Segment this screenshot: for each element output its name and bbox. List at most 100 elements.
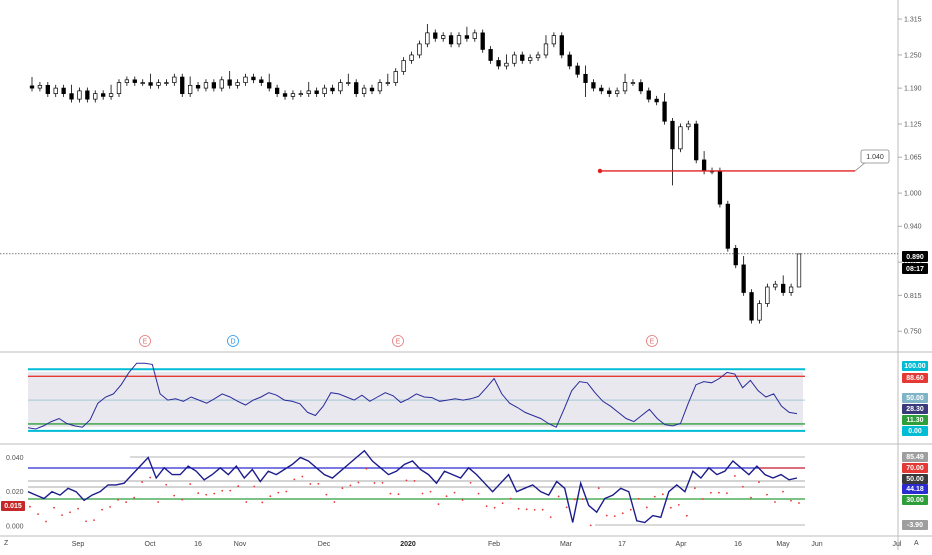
candle-body [243, 76, 248, 83]
oscillator-2-dot [309, 483, 312, 485]
candle-body [322, 87, 327, 94]
oscillator-2-value-badge [902, 474, 928, 484]
earnings-marker [139, 335, 151, 347]
candle-body [172, 76, 177, 83]
candle-body [290, 93, 296, 97]
oscillator-2-dot [237, 485, 240, 487]
oscillator-2-dot [758, 481, 760, 483]
candle-body [670, 120, 675, 150]
candle-body [567, 54, 572, 67]
price-note-callout[interactable]: 1.040 [860, 149, 890, 164]
oscillator-2-dot [421, 492, 424, 495]
oscillator-2-dot [349, 484, 352, 487]
candle-body [77, 90, 82, 100]
candle-body [441, 35, 446, 39]
candle-body [180, 76, 185, 94]
candle-body [93, 93, 98, 100]
oscillator-1-badge-label: 0.00 [908, 428, 922, 435]
candle-body [630, 82, 636, 84]
candle-body [211, 82, 217, 89]
oscillator-2-dot [557, 495, 560, 498]
zoom-corner-left[interactable]: Z [4, 540, 9, 547]
candle-body [53, 87, 58, 94]
oscillator-2-dot [477, 492, 480, 495]
oscillator-2-dot [301, 475, 304, 478]
candle-body [140, 82, 145, 84]
oscillator-1-line [27, 362, 798, 430]
oscillator-2-dot [709, 491, 712, 494]
oscillator-2-dot [117, 498, 120, 501]
candle-body [528, 57, 533, 61]
candle-body [330, 87, 335, 92]
oscillator-2-dot [766, 493, 768, 496]
candle-body [282, 93, 288, 97]
oscillator-1-value-badge [902, 361, 928, 371]
countdown-label: 08:17 [906, 266, 924, 273]
candle-body [551, 35, 557, 45]
oscillator-2-dot [173, 494, 176, 497]
oscillator-2-dot [93, 519, 95, 522]
oscillator-2-tick-label: 0.020 [6, 489, 24, 496]
oscillator-2-dot [37, 513, 39, 516]
oscillator-2-dot [413, 480, 416, 482]
oscillator-2-dot [693, 487, 696, 490]
candle-body [346, 82, 351, 84]
candle-body [116, 82, 122, 94]
oscillator-2-dot [501, 502, 504, 505]
oscillator-2-dot [429, 490, 432, 493]
oscillator-2-dot [141, 481, 144, 483]
oscillator-2-value-badge [902, 484, 928, 494]
oscillator-2-dot [549, 516, 552, 519]
oscillator-2-dot [533, 508, 536, 511]
oscillator-2-dot [85, 520, 87, 523]
candle-body [187, 84, 193, 94]
oscillator-1-badge-label: 50.00 [906, 395, 924, 402]
candle-body [472, 32, 477, 39]
price-tick-label: 1.250 [904, 52, 922, 59]
candle-body [409, 54, 414, 61]
oscillator-2-dot [333, 501, 336, 503]
oscillator-2-dot [197, 492, 200, 495]
oscillator-2-dot [45, 520, 47, 523]
oscillator-2-dot [517, 507, 520, 510]
candle-body [599, 87, 604, 92]
auto-scale-corner[interactable]: A [914, 540, 919, 547]
candle-body [132, 79, 137, 83]
candle-body [433, 32, 438, 39]
oscillator-2-dot [629, 508, 632, 511]
candle-body [314, 90, 319, 94]
time-axis-label: 17 [618, 541, 626, 548]
oscillator-2-axis[interactable]: 0.040 0.020 0.000 0.015 85.49 70.00 50.00 44.18… [1, 452, 928, 530]
horizontal-ray-drawing[interactable] [597, 161, 867, 174]
candle-body [757, 303, 762, 321]
candle-body [448, 35, 454, 45]
oscillator-2-dot [133, 496, 136, 499]
oscillator-2-dot [485, 505, 488, 508]
oscillator-2-badge-label: 85.49 [906, 454, 924, 461]
countdown-badge: 08:17 [902, 263, 928, 274]
time-axis[interactable]: Sep Oct 16 Nov Dec 2020 Feb Mar 17 Apr 16 May Jun Jul [72, 541, 902, 548]
candle-body [717, 170, 723, 205]
candle-body [29, 85, 35, 89]
candle-body [496, 60, 501, 67]
oscillator-2-dot [445, 495, 448, 498]
oscillator-2-value-badge [902, 463, 928, 473]
oscillator-1-value-badge [902, 393, 928, 403]
oscillator-2-dot [61, 514, 63, 517]
candle-body [638, 82, 644, 92]
oscillator-2-dot [373, 482, 376, 484]
oscillator-2-dot [261, 501, 264, 504]
oscillator-2-dot [397, 493, 400, 496]
oscillator-2-dot [750, 496, 752, 499]
candle-body [773, 283, 778, 288]
oscillator-2-dot [53, 506, 55, 509]
oscillator-2-line [27, 449, 798, 524]
candle-body [694, 123, 699, 161]
oscillator-2-dot [653, 495, 656, 498]
oscillator-2-dot [157, 501, 160, 503]
price-tick-label: 1.315 [904, 17, 922, 24]
candle-series [29, 24, 802, 324]
